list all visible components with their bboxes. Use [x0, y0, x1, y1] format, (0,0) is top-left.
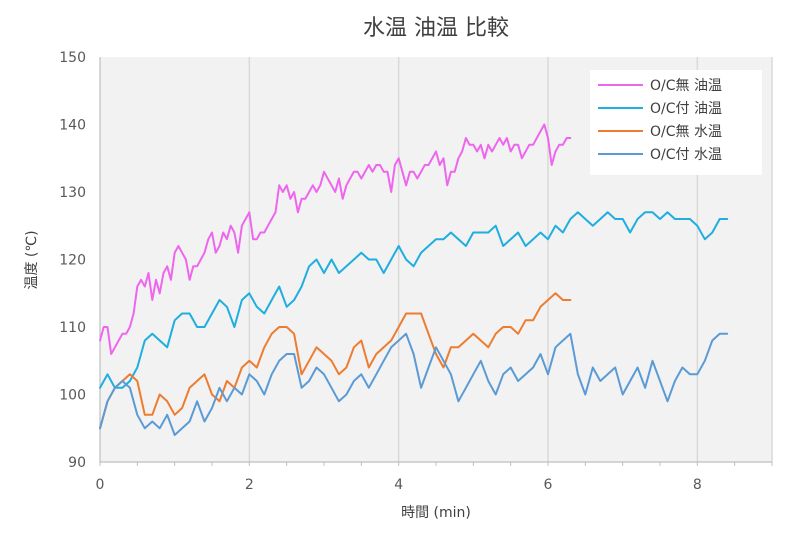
y-tick-label: 110 [59, 320, 86, 336]
y-tick-label: 120 [59, 253, 86, 269]
y-tick-label: 140 [59, 118, 86, 134]
series-line-1 [99, 123, 572, 355]
legend-label-1: O/C無 油温 [650, 78, 722, 94]
x-tick-label: 4 [394, 477, 403, 493]
legend-label-4: O/C付 水温 [650, 147, 722, 163]
y-axis-title: 温度 (℃) [24, 230, 40, 289]
series-line-2 [99, 211, 729, 389]
legend: O/C無 油温 O/C付 油温 O/C無 水温 O/C付 水温 [590, 70, 762, 175]
y-tick-label: 100 [59, 388, 86, 404]
legend-label-2: O/C付 油温 [650, 101, 722, 117]
x-tick-label: 0 [96, 477, 105, 493]
series-line-4 [99, 332, 729, 436]
series-lines [99, 123, 729, 436]
series-line-3 [99, 292, 572, 430]
x-tick-label: 6 [544, 477, 553, 493]
chart-title: 水温 油温 比較 [363, 16, 509, 41]
x-tick-label: 8 [693, 477, 702, 493]
x-tick-label: 2 [245, 477, 254, 493]
y-tick-label: 150 [59, 50, 86, 66]
y-tick-label: 90 [68, 455, 86, 471]
axes: 0 2 4 6 8 90 100 110 120 130 140 150 [59, 50, 773, 493]
x-axis-title: 時間 (min) [401, 505, 471, 521]
legend-label-3: O/C無 水温 [650, 124, 722, 140]
y-tick-label: 130 [59, 185, 86, 201]
legend-box [590, 70, 762, 175]
